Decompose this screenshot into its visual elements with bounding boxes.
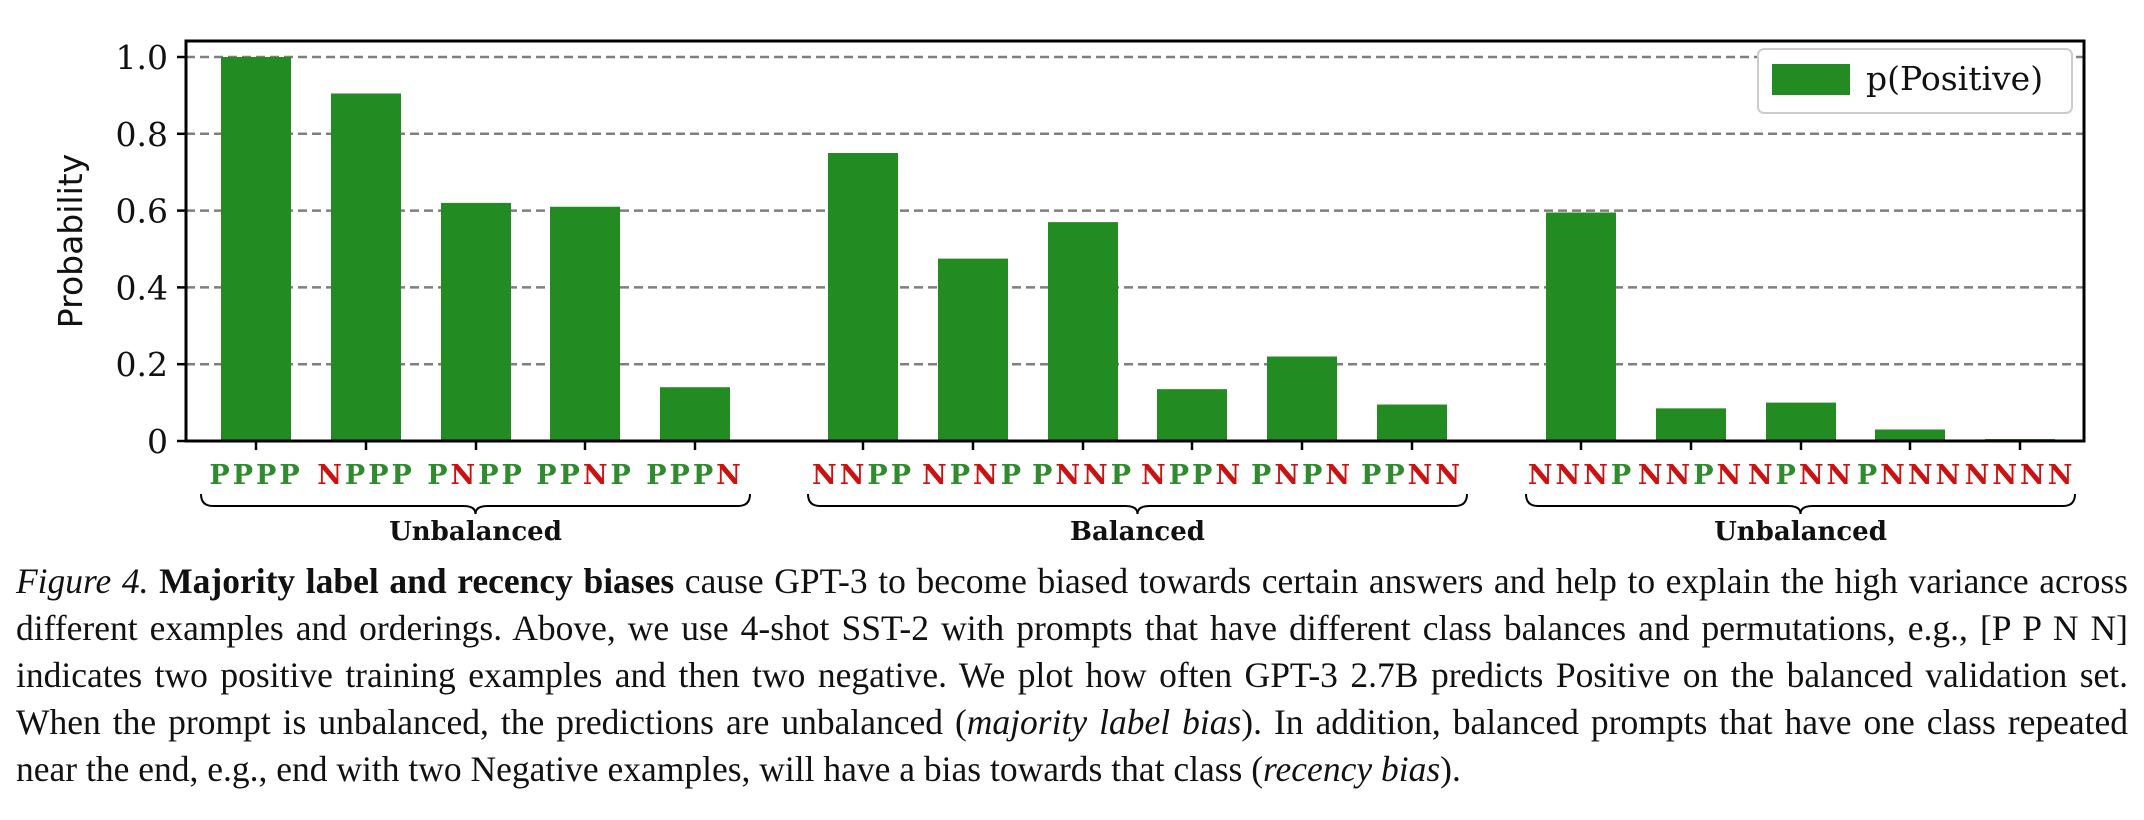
x-tick-label: PPPN xyxy=(646,460,744,491)
bar-nppp xyxy=(331,93,401,441)
x-tick-label: PPNN xyxy=(1361,460,1463,491)
x-tick-label: NPPN xyxy=(1141,460,1243,491)
group-brace xyxy=(200,493,751,515)
group-label: Unbalanced xyxy=(389,517,562,547)
y-tick-label: 0.4 xyxy=(116,268,168,307)
group-label: Balanced xyxy=(1070,517,1205,547)
caption-bold-lead: Majority label and recency biases xyxy=(159,561,675,601)
y-axis-label: Probability xyxy=(51,154,90,328)
figure-caption: Figure 4. Majority label and recency bia… xyxy=(16,558,2128,793)
bar-chart: 0 0.2 0.4 0.6 0.8 1.0 PPPP NPPP PNPP PPNP PPPN NNP… xyxy=(51,38,2086,547)
bar-pppn xyxy=(660,387,730,441)
x-tick-label: PPPP xyxy=(209,460,302,491)
x-tick-label: PNPP xyxy=(427,460,525,491)
bar-nnpp xyxy=(828,153,898,441)
bar-npnp xyxy=(938,258,1008,441)
plot-frame xyxy=(184,39,2086,443)
x-tick-label: NPNN xyxy=(1748,460,1854,491)
group-brace xyxy=(1525,493,2076,515)
group-brace xyxy=(807,493,1468,515)
x-tick-label: NPPP xyxy=(317,460,415,491)
bar-npnn xyxy=(1766,402,1836,441)
group-brackets: Unbalanced Balanced Unbalanced xyxy=(200,493,2076,547)
bar-ppnn xyxy=(1377,404,1447,441)
caption-figure-label: Figure 4. xyxy=(16,561,149,601)
x-tick-label: NPNP xyxy=(922,460,1024,491)
x-tick-label: NNNP xyxy=(1528,460,1634,491)
x-tick-label: NNPN xyxy=(1638,460,1744,491)
caption-text-2: ). In addition, balanced prompts that ha… xyxy=(16,702,2128,789)
x-axis-ticks: PPPP NPPP PNPP PPNP PPPN NNPP NPNP PNNP NPPN PNPN… xyxy=(209,441,2076,491)
bar-ppnp xyxy=(550,206,620,441)
caption-text-1: cause GPT-3 to become biased towards cer… xyxy=(16,561,2128,742)
bar-pnnp xyxy=(1048,222,1118,441)
legend-label: p(Positive) xyxy=(1866,59,2043,98)
y-tick-label: 1.0 xyxy=(116,38,168,77)
legend-swatch xyxy=(1772,64,1850,95)
bars xyxy=(221,57,2055,441)
caption-italic-1: majority label bias xyxy=(966,702,1242,742)
bar-pppp xyxy=(221,57,291,441)
x-tick-label: PNPN xyxy=(1251,460,1353,491)
x-tick-label: NNPP xyxy=(812,460,914,491)
bar-pnpp xyxy=(441,202,511,441)
bar-pnnn xyxy=(1875,429,1945,441)
x-tick-label: NNNN xyxy=(1965,460,2076,491)
bar-nnpn xyxy=(1656,408,1726,441)
y-axis-ticks: 0 0.2 0.4 0.6 0.8 1.0 xyxy=(116,38,186,461)
caption-text-3: ). xyxy=(1440,749,1461,789)
bar-nnnp xyxy=(1546,212,1616,441)
bar-nppn xyxy=(1157,389,1227,441)
legend: p(Positive) xyxy=(1757,48,2073,114)
y-tick-label: 0 xyxy=(147,422,168,461)
bar-pnpn xyxy=(1267,356,1337,441)
y-tick-label: 0.8 xyxy=(116,115,168,154)
caption-italic-2: recency bias xyxy=(1263,749,1441,789)
y-tick-label: 0.2 xyxy=(116,345,168,384)
x-tick-label: PNNP xyxy=(1032,460,1134,491)
x-tick-label: PNNN xyxy=(1857,460,1963,491)
y-tick-label: 0.6 xyxy=(116,192,168,231)
x-tick-label: PPNP xyxy=(536,460,634,491)
group-label: Unbalanced xyxy=(1714,517,1887,547)
